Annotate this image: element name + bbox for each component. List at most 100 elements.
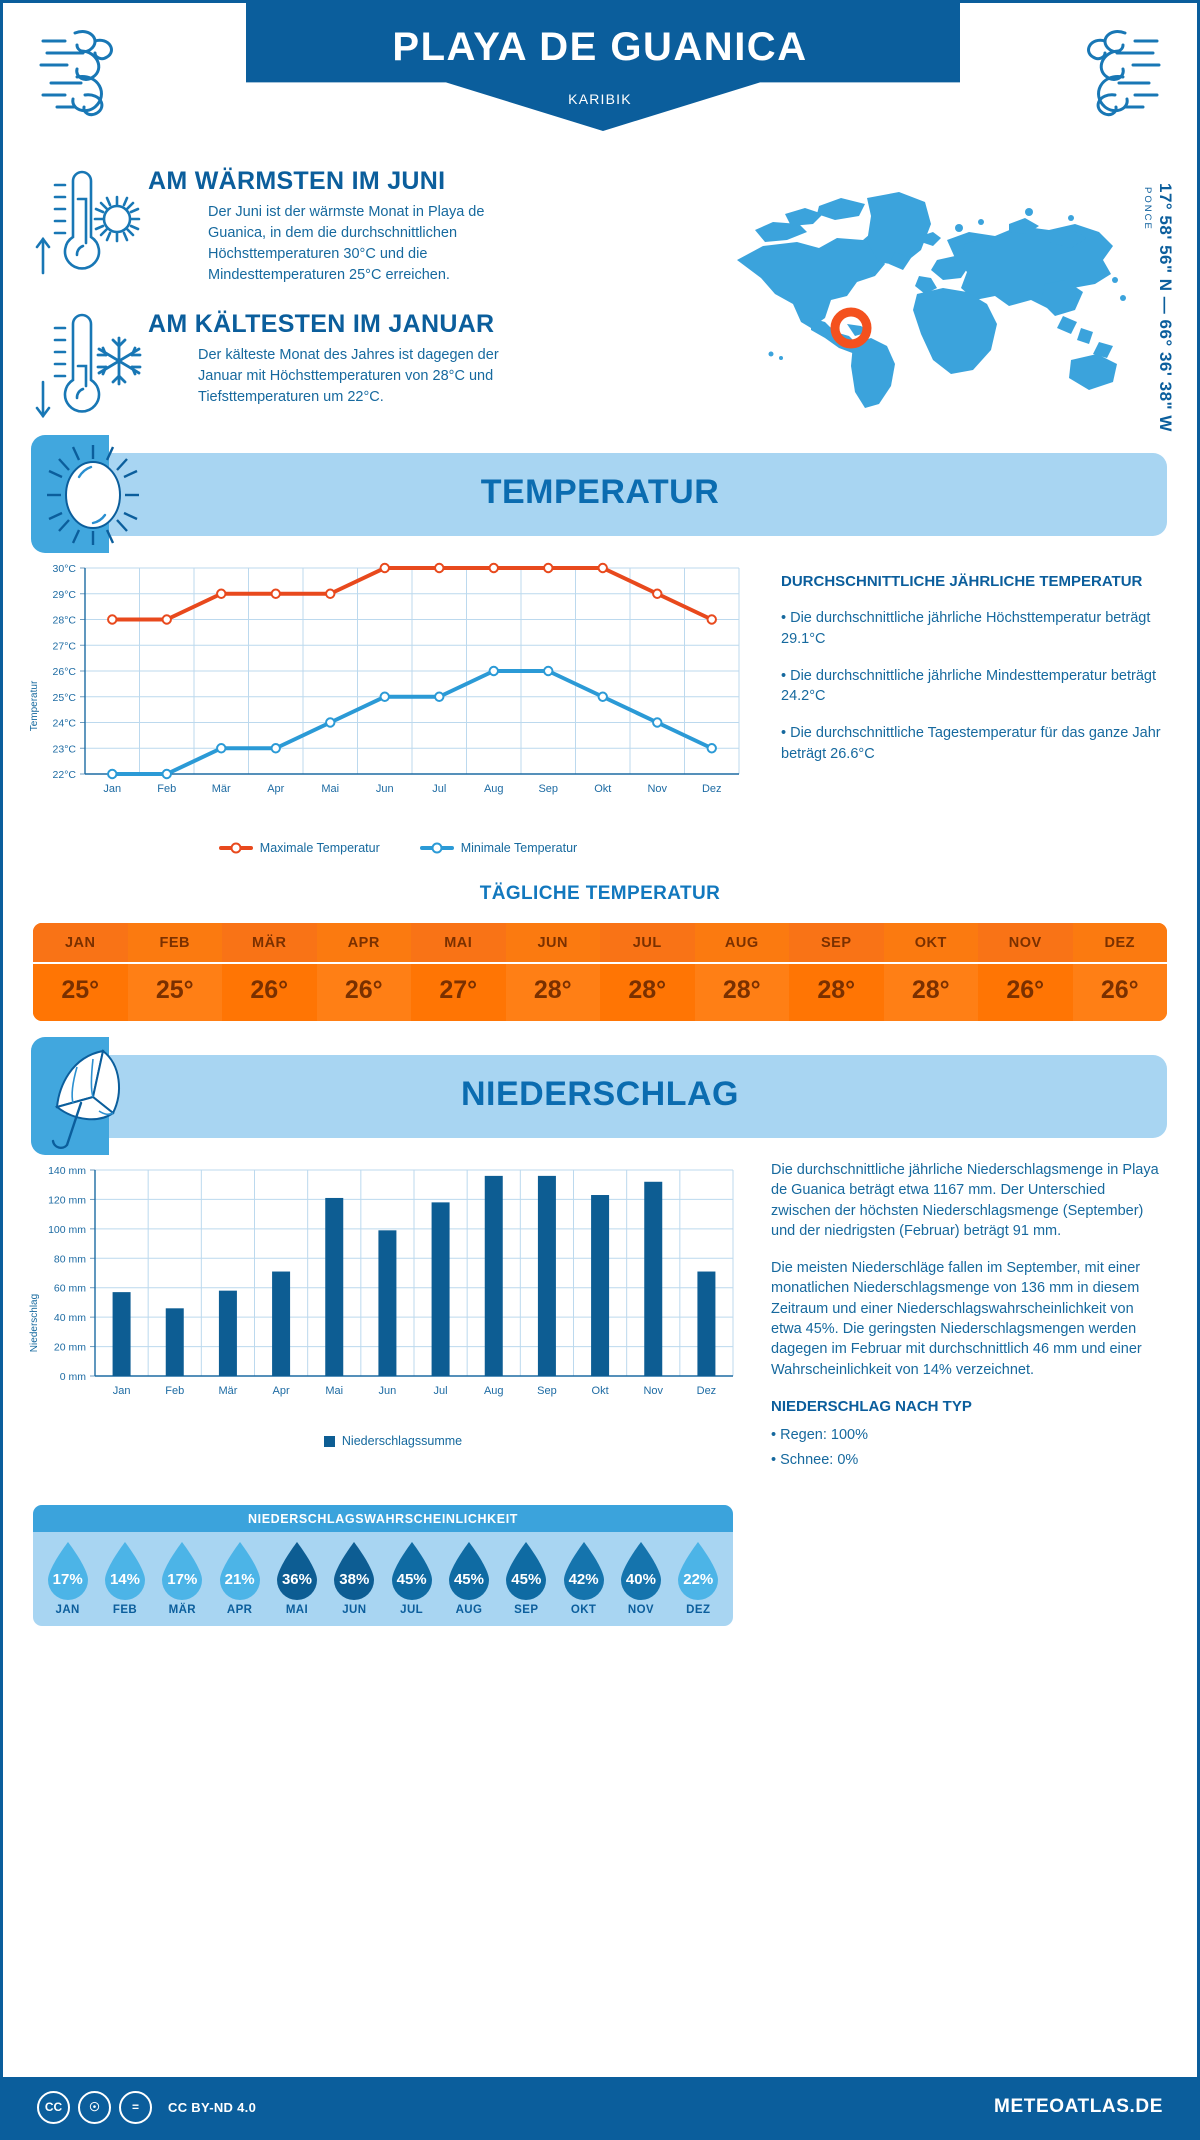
- svg-text:Jun: Jun: [379, 1385, 397, 1397]
- svg-text:Dez: Dez: [702, 783, 722, 795]
- svg-text:Jul: Jul: [434, 1385, 448, 1397]
- temperature-chart: Temperatur 22°C 23°C 24°C 25°C 26°C 27°C 28°C 2…: [29, 556, 763, 855]
- precipitation-probability-item: 22% DEZ: [670, 1540, 727, 1616]
- temperature-y-axis-label: Temperatur: [29, 680, 40, 731]
- svg-text:Aug: Aug: [484, 783, 504, 795]
- precipitation-bar-chart: 0 mm 20 mm 40 mm 60 mm 80 mm 100 mm 120 mm 140 …: [48, 1165, 734, 1397]
- daily-month-header: SEP: [789, 923, 884, 962]
- daily-month-header: APR: [316, 923, 411, 962]
- coordinates-label: 17° 58' 56" N — 66° 36' 38" W: [1156, 183, 1175, 432]
- precipitation-probability-item: 45% AUG: [440, 1540, 497, 1616]
- precipitation-banner-title: NIEDERSCHLAG: [460, 1075, 740, 1113]
- svg-text:Apr: Apr: [267, 783, 284, 795]
- page-header: PLAYA DE GUANICA KARIBIK: [3, 3, 1197, 163]
- daily-month-header: NOV: [978, 923, 1073, 962]
- temperature-summary-title: DURCHSCHNITTLICHE JÄHRLICHE TEMPERATUR: [781, 573, 1143, 590]
- daily-temperature-title: TÄGLICHE TEMPERATUR: [479, 883, 721, 904]
- daily-temperature-table: JAN FEB MÄR APR MAI JUN JUL AUG SEP OKT NOV DEZ 25°…: [33, 923, 1167, 1021]
- precipitation-probability-month: APR: [226, 1603, 253, 1616]
- attribution-icon: ☉: [78, 2090, 111, 2124]
- legend-label-min: Minimale Temperatur: [460, 841, 578, 855]
- coldest-month-text: Der kälteste Monat des Jahres ist dagege…: [198, 347, 499, 406]
- svg-text:Mai: Mai: [321, 783, 339, 795]
- precipitation-probability-item: 42% OKT: [555, 1540, 612, 1616]
- location-marker-icon: [830, 307, 872, 349]
- snowflake-icon: [96, 336, 142, 386]
- daily-month-header: JUN: [505, 923, 600, 962]
- temperature-banner: TEMPERATUR: [31, 435, 1167, 553]
- water-drop-icon: 38%: [330, 1540, 378, 1602]
- precipitation-paragraph-2: Die meisten Niederschläge fallen im Sept…: [771, 1260, 1142, 1378]
- daily-month-header: JAN: [33, 923, 128, 962]
- water-drop-icon: 45%: [445, 1540, 493, 1602]
- precipitation-probability-value: 21%: [224, 1570, 255, 1588]
- precipitation-probability-item: 45% SEP: [498, 1540, 555, 1616]
- precipitation-probability-list: 17% JAN 14% FEB 17% MÄR 21% APR 36% MAI 38% JUN 45% J…: [33, 1532, 733, 1626]
- daily-temperature-value: 28°: [789, 964, 884, 1021]
- precipitation-probability-item: 36% MAI: [268, 1540, 325, 1616]
- svg-text:120 mm: 120 mm: [48, 1194, 86, 1206]
- precipitation-probability-title: NIEDERSCHLAGSWAHRSCHEINLICHKEIT: [33, 1504, 733, 1532]
- svg-text:Mär: Mär: [212, 783, 231, 795]
- wind-decor-right-icon: [1057, 21, 1167, 131]
- precipitation-probability-month: OKT: [570, 1603, 597, 1616]
- svg-text:Apr: Apr: [273, 1385, 290, 1397]
- water-drop-icon: 42%: [560, 1540, 608, 1602]
- precipitation-probability-value: 17%: [167, 1570, 198, 1588]
- daily-month-header: OKT: [883, 923, 978, 962]
- precipitation-y-axis-label: Niederschlag: [29, 1294, 40, 1353]
- svg-text:30°C: 30°C: [53, 563, 77, 575]
- precipitation-probability-value: 42%: [568, 1570, 599, 1588]
- precipitation-probability-month: FEB: [112, 1603, 138, 1616]
- svg-text:Okt: Okt: [594, 783, 611, 795]
- precipitation-probability-month: NOV: [627, 1603, 654, 1616]
- precipitation-legend: Niederschlagssumme: [33, 1434, 753, 1448]
- svg-text:40 mm: 40 mm: [54, 1312, 86, 1324]
- daily-month-header: MAI: [411, 923, 506, 962]
- svg-text:22°C: 22°C: [53, 769, 77, 781]
- precipitation-probability-month: SEP: [514, 1603, 539, 1616]
- sun-banner-icon: [43, 439, 153, 551]
- svg-text:24°C: 24°C: [53, 718, 77, 730]
- svg-text:100 mm: 100 mm: [48, 1224, 86, 1236]
- daily-temperature-value-row: 25° 25° 26° 26° 27° 28° 28° 28° 28° 28° 26° 26°: [33, 962, 1167, 1021]
- water-drop-icon: 22%: [674, 1540, 722, 1602]
- precipitation-probability-month: AUG: [455, 1603, 483, 1616]
- warm-icons: [33, 163, 143, 288]
- svg-text:27°C: 27°C: [53, 640, 77, 652]
- water-drop-icon: 36%: [273, 1540, 321, 1602]
- precipitation-probability-value: 45%: [511, 1570, 542, 1588]
- precipitation-probability-month: JAN: [55, 1603, 80, 1616]
- intro-section: AM WÄRMSTEN IM JUNI Der Juni ist der wär…: [3, 163, 1197, 453]
- daily-temperature-value: 28°: [505, 964, 600, 1021]
- svg-text:28°C: 28°C: [53, 615, 77, 627]
- precipitation-type-rain: • Regen: 100%: [771, 1427, 868, 1444]
- precipitation-probability-value: 45%: [453, 1570, 484, 1588]
- daily-temperature-value: 27°: [411, 964, 506, 1021]
- precipitation-probability-item: 45% JUL: [383, 1540, 440, 1616]
- daily-temperature-value: 26°: [222, 964, 317, 1021]
- daily-temperature-value: 28°: [883, 964, 978, 1021]
- thermometer-up-icon: [35, 170, 101, 275]
- precipitation-probability-item: 21% APR: [211, 1540, 268, 1616]
- daily-temperature-value: 28°: [600, 964, 695, 1021]
- precipitation-probability-item: 17% JAN: [39, 1540, 96, 1616]
- daily-temperature-value: 26°: [978, 964, 1073, 1021]
- precipitation-probability-month: JUN: [342, 1603, 367, 1616]
- svg-text:Jan: Jan: [113, 1385, 131, 1397]
- daily-month-header: DEZ: [1072, 923, 1167, 962]
- legend-item-min: Minimale Temperatur: [419, 841, 578, 855]
- svg-text:60 mm: 60 mm: [54, 1283, 86, 1295]
- license-group: CC ☉ = CC BY-ND 4.0: [37, 2090, 256, 2124]
- temperature-chart-row: Temperatur 22°C 23°C 24°C 25°C 26°C 27°C 28°C 2…: [3, 536, 1197, 855]
- warmest-month-title: AM WÄRMSTEN IM JUNI: [148, 167, 446, 195]
- legend-item-precip: Niederschlagssumme: [323, 1434, 463, 1448]
- precipitation-probability-item: 38% JUN: [326, 1540, 383, 1616]
- svg-text:26°C: 26°C: [53, 666, 77, 678]
- precipitation-probability-value: 17%: [52, 1570, 83, 1588]
- temperature-banner-title: TEMPERATUR: [480, 473, 720, 511]
- svg-text:Sep: Sep: [538, 783, 558, 795]
- legend-label-precip: Niederschlagssumme: [341, 1434, 463, 1448]
- daily-month-header: JUL: [600, 923, 695, 962]
- temperature-bullet-avg: • Die durchschnittliche Tagestemperatur …: [781, 725, 1161, 762]
